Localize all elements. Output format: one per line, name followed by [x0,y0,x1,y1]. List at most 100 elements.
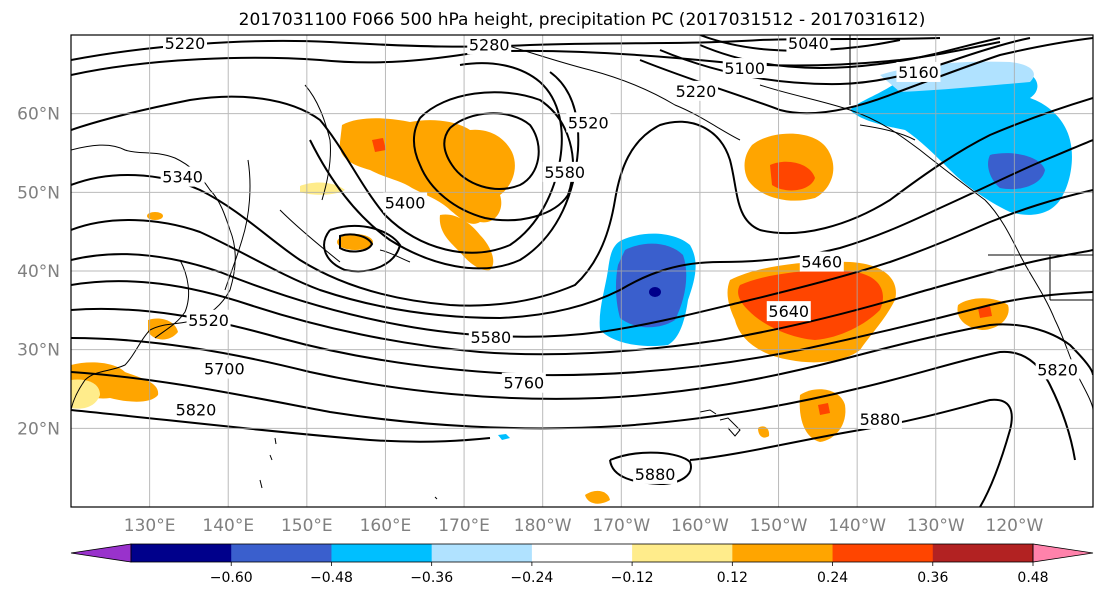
negative-anomaly-tiny [498,434,510,440]
contour-label-bg [202,358,247,379]
colorbar-tick-label: 0.36 [917,570,948,586]
colorbar-segment [632,544,733,562]
colorbar-segment [331,544,433,562]
positive-anomaly-hawaii-core [818,403,830,415]
positive-anomaly-weak-west [71,379,100,409]
contour-low-bering [413,91,574,222]
contour-5700 [71,291,1093,377]
border-lines [988,254,1093,301]
lon-tick-label: 150°W [750,516,808,536]
contour-label: 5520 [188,311,229,330]
lon-tick-label: 170°E [438,516,490,536]
colorbar-segment [431,544,533,562]
positive-anomaly-manchuria [147,212,163,220]
contour-5820 [71,350,1076,461]
contour-label-bg [722,58,767,79]
contour-label: 5460 [801,253,842,272]
contour-label-bg [501,372,546,393]
colorbar-tick-label: 0.12 [717,570,748,586]
contour-label: 5580 [544,163,585,182]
contour-label: 5880 [860,410,901,429]
latitude-ticks: 20°N 30°N 40°N 50°N 60°N [17,105,60,440]
colorbar: −0.60 −0.48 −0.36 −0.24 −0.12 0.12 0.24 0.36 0.4… [70,543,1094,586]
coastline-east-asia [71,144,236,411]
contour-5340 [71,62,563,254]
contour-label: 5700 [204,360,245,379]
contour-label: 5280 [469,35,510,54]
lon-tick-label: 130°W [907,516,965,536]
coastline-japan [154,259,190,339]
contour-label: 5160 [898,63,939,82]
map-frame [70,34,1094,508]
colorbar-tick-label: 0.24 [817,570,848,586]
contour-5760 [71,323,1093,400]
positive-anomaly-tiny [758,426,770,438]
lat-tick-label: 40°N [17,262,60,282]
contour-label-bg [467,35,512,55]
contour-label-bg [1035,359,1080,380]
coastline-small-islands [259,437,438,500]
contour-label-bg [173,399,218,420]
contour-label: 5040 [788,34,829,53]
contour-label-bg [857,408,902,429]
positive-anomaly-okhotsk-tail [439,214,494,271]
contour-label: 5220 [676,82,717,101]
lon-tick-label: 160°W [671,516,729,536]
colorbar-tick-label: −0.48 [310,570,353,586]
contour-label-bg [799,251,844,272]
height-contours [71,35,1093,507]
contour-low-east-asia-inner [339,233,374,253]
contour-5880 [71,398,1013,507]
contour-label: 5820 [1037,360,1078,379]
positive-anomaly-okhotsk-core [372,138,386,152]
lon-tick-label: 170°W [592,516,650,536]
colorbar-segment [531,544,633,562]
contour-low-east-asia [323,224,402,273]
colorbar-tick-label: −0.36 [410,570,453,586]
lat-tick-label: 20°N [17,419,60,439]
contour-label-bg [160,166,205,187]
contour-5220-east [639,37,1093,115]
contour-label: 5760 [503,374,544,393]
contour-high-central [609,451,692,486]
contour-label: 5520 [568,113,609,132]
colorbar-frame [130,543,1034,563]
lon-tick-label: 130°E [124,516,176,536]
contour-5520 [71,139,1093,320]
lon-tick-label: 140°E [202,516,254,536]
lon-tick-label: 150°E [281,516,333,536]
contour-label: 5880 [635,465,676,484]
lon-tick-label: 120°W [986,516,1044,536]
lat-tick-label: 50°N [17,183,60,203]
contour-label-bg [468,327,513,348]
contour-5640 [71,249,1093,356]
contour-label: 5640 [768,302,809,321]
lon-tick-label: 160°E [360,516,412,536]
colorbar-tick-label: −0.60 [210,570,253,586]
colorbar-segment [131,544,232,562]
contour-label-bg [566,112,611,133]
colorbar-extend-max [1032,543,1094,563]
colorbar-segment [231,544,332,562]
negative-anomaly-core [649,287,661,297]
coastline-sakhalin [224,159,251,291]
contour-5280 [71,41,1001,76]
coastline-hawaii [699,409,741,437]
contour-label-bg [162,35,207,53]
contour-label-bg [542,161,587,182]
contour-label-bg [766,301,811,322]
contour-label-bg [383,192,428,213]
lon-tick-label: 180°W [514,516,572,536]
colorbar-segment [932,544,1034,562]
positive-anomaly-south [585,490,610,504]
contour-labels: 5220 5280 5040 5100 5160 5220 5520 5580 5340 5400… [160,34,1080,484]
coastline-alaska-peninsula [859,124,916,141]
positive-anomaly-gulf-core [770,161,815,191]
colorbar-tick-label: −0.12 [611,570,654,586]
negative-anomaly-central-pacific-inner [615,243,687,328]
colorbar-extend-min [70,543,132,563]
colorbar-segment [832,544,934,562]
colorbar-tick-label: 0.48 [1017,570,1048,586]
lon-tick-label: 140°W [828,516,886,536]
